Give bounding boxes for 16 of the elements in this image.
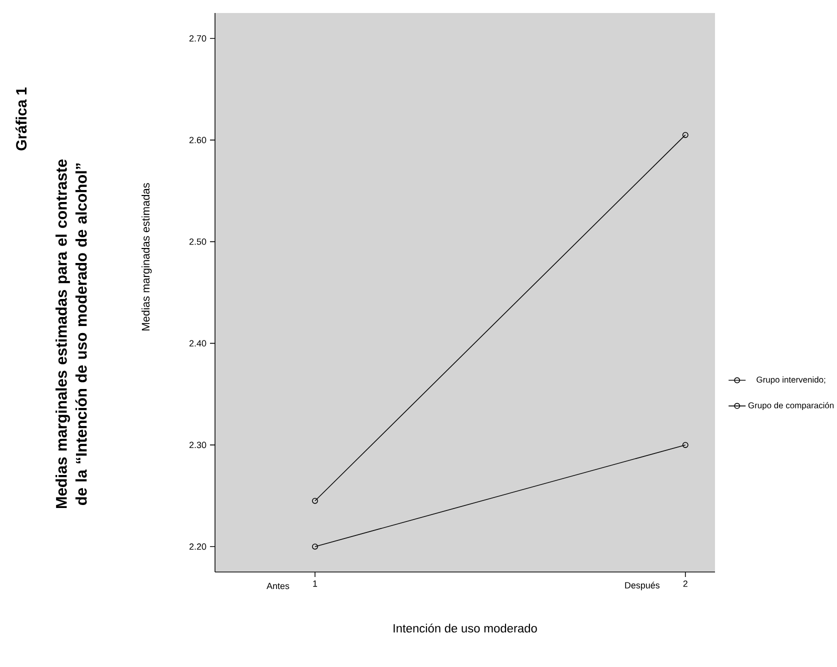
y-tick-label: 2.50 [189, 238, 206, 245]
text: Gráfica 1 [16, 87, 27, 150]
y-tick-label: 2.40 [189, 340, 206, 346]
x-tick-label: 2 [683, 580, 688, 587]
legend-label: Grupo intervenido; [756, 376, 826, 384]
y-tick-label: 2.70 [189, 35, 206, 42]
legend-label: Grupo de comparación [748, 402, 834, 410]
y-tick-label: 2.30 [189, 442, 206, 448]
y-tick-label: 2.60 [189, 136, 206, 144]
text: Antes [266, 582, 290, 590]
x-tick-label: 1 [313, 580, 318, 587]
text: Después [625, 582, 660, 590]
y-axis-title: Medias marginadas estimadas [142, 183, 152, 330]
text: Medias marginales estimadas para el contraste de la “Intención de uso moderado de alcohol” [56, 159, 87, 508]
y-tick-label: 2.20 [189, 543, 206, 550]
x-axis-title: Intención de uso moderado [394, 624, 537, 633]
